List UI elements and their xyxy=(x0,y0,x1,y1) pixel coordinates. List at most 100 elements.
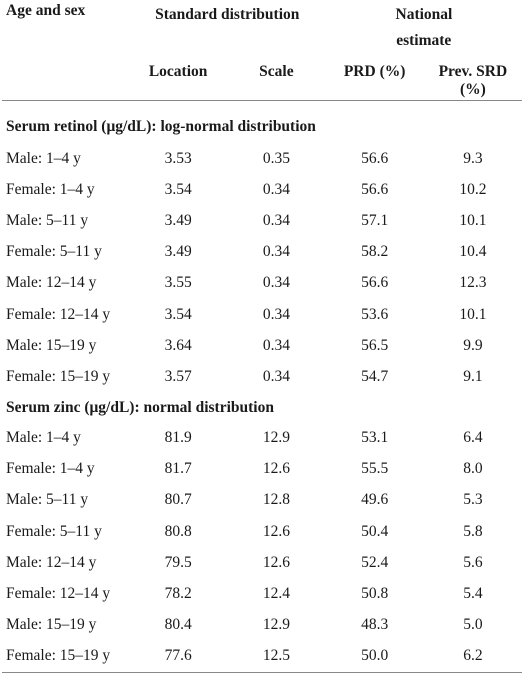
table-header: Age and sex Standard distribution Nation… xyxy=(2,0,522,101)
table-row: Female: 12–14 y 78.2 12.4 50.8 5.4 xyxy=(2,578,522,609)
cell-prd: 54.7 xyxy=(361,367,389,385)
cell-age-sex: Female: 5–11 y xyxy=(6,522,102,540)
cell-prev-srd: 8.0 xyxy=(463,460,483,478)
cell-prd: 49.6 xyxy=(361,491,389,509)
cell-age-sex: Male: 12–14 y xyxy=(6,553,97,571)
cell-location: 3.54 xyxy=(164,180,192,198)
cell-age-sex: Female: 15–19 y xyxy=(6,367,111,385)
cell-scale: 12.9 xyxy=(262,429,290,447)
cell-age-sex: Male: 15–19 y xyxy=(6,616,97,634)
cell-prd: 55.5 xyxy=(361,460,389,478)
cell-age-sex: Male: 5–11 y xyxy=(6,491,89,509)
col-prd: PRD (%) xyxy=(343,63,406,80)
table-row: Male: 12–14 y 3.55 0.34 56.6 12.3 xyxy=(2,268,522,299)
cell-scale: 0.34 xyxy=(262,367,290,385)
cell-scale: 12.6 xyxy=(262,522,290,540)
cell-location: 3.53 xyxy=(164,149,192,167)
cell-prd: 50.0 xyxy=(325,640,424,673)
cell-prev-srd: 9.3 xyxy=(463,149,483,167)
cell-scale: 0.34 xyxy=(262,243,290,261)
cell-prd: 52.4 xyxy=(361,553,389,571)
cell-prev-srd: 5.6 xyxy=(463,553,483,571)
section-title: Serum zinc (μg/dL): normal distribution xyxy=(6,398,274,416)
cell-prd: 56.6 xyxy=(361,274,389,292)
table-row: Male: 1–4 y 81.9 12.9 53.1 6.4 xyxy=(2,423,522,454)
cell-scale: 12.8 xyxy=(262,491,290,509)
cell-age-sex: Male: 15–19 y xyxy=(6,336,97,354)
cell-scale: 0.34 xyxy=(262,305,290,323)
col-prev-srd: Prev. SRD (%) xyxy=(438,63,508,98)
cell-prev-srd: 12.3 xyxy=(459,274,487,292)
cell-prd: 50.8 xyxy=(361,585,389,603)
cell-prd: 48.3 xyxy=(361,616,389,634)
col-scale: Scale xyxy=(259,63,294,80)
cell-location: 81.9 xyxy=(164,429,192,447)
header-row-1: Age and sex Standard distribution Nation… xyxy=(2,0,522,57)
table-row: Female: 15–19 y 77.6 12.5 50.0 6.2 xyxy=(2,640,522,673)
cell-location: 80.4 xyxy=(164,616,192,634)
cell-scale: 0.35 xyxy=(262,149,290,167)
group-standard-distribution: Standard distribution xyxy=(155,6,300,23)
cell-prd: 56.5 xyxy=(361,336,389,354)
cell-location: 3.55 xyxy=(164,274,192,292)
cell-age-sex: Female: 12–14 y xyxy=(6,585,111,603)
cell-prd: 56.6 xyxy=(361,149,389,167)
cell-age-sex: Male: 1–4 y xyxy=(6,429,81,447)
cell-age-sex: Female: 5–11 y xyxy=(6,243,102,261)
table-row: Female: 1–4 y 81.7 12.6 55.5 8.0 xyxy=(2,454,522,485)
cell-scale: 12.6 xyxy=(262,460,290,478)
cell-scale: 12.9 xyxy=(262,616,290,634)
cell-location: 79.5 xyxy=(164,553,192,571)
table-row: Male: 12–14 y 79.5 12.6 52.4 5.6 xyxy=(2,547,522,578)
table-row: Female: 5–11 y 3.49 0.34 58.2 10.4 xyxy=(2,237,522,268)
cell-prd: 50.4 xyxy=(361,522,389,540)
cell-prev-srd: 10.1 xyxy=(459,305,487,323)
table-row: Male: 15–19 y 80.4 12.9 48.3 5.0 xyxy=(2,610,522,641)
cell-location: 80.7 xyxy=(164,491,192,509)
cell-prev-srd: 6.2 xyxy=(423,640,522,673)
cell-prev-srd: 9.1 xyxy=(463,367,483,385)
cell-location: 81.7 xyxy=(164,460,192,478)
section-header-row: Serum zinc (μg/dL): normal distribution xyxy=(2,393,522,423)
cell-prd: 56.6 xyxy=(361,180,389,198)
cell-prev-srd: 5.8 xyxy=(463,522,483,540)
cell-scale: 0.34 xyxy=(262,336,290,354)
table-row: Male: 1–4 y 3.53 0.35 56.6 9.3 xyxy=(2,143,522,174)
section-header-row: Serum retinol (μg/dL): log-normal distri… xyxy=(2,101,522,144)
cell-age-sex: Female: 12–14 y xyxy=(6,305,111,323)
table-row: Female: 12–14 y 3.54 0.34 53.6 10.1 xyxy=(2,299,522,330)
cell-age-sex: Male: 5–11 y xyxy=(6,211,89,229)
cell-scale: 12.4 xyxy=(262,585,290,603)
cell-location: 3.54 xyxy=(164,305,192,323)
cell-age-sex: Female: 1–4 y xyxy=(6,180,95,198)
cell-scale: 0.34 xyxy=(262,211,290,229)
table-row: Female: 15–19 y 3.57 0.34 54.7 9.1 xyxy=(2,361,522,392)
cell-prev-srd: 5.4 xyxy=(463,585,483,603)
table-row: Female: 1–4 y 3.54 0.34 56.6 10.2 xyxy=(2,174,522,205)
cell-scale: 12.5 xyxy=(227,640,326,673)
cell-age-sex: Male: 12–14 y xyxy=(6,274,97,292)
cell-prd: 53.1 xyxy=(361,429,389,447)
section-title: Serum retinol (μg/dL): log-normal distri… xyxy=(6,118,316,135)
cell-prev-srd: 10.1 xyxy=(459,211,487,229)
cell-prev-srd: 10.4 xyxy=(459,243,487,261)
col-age-sex-blank xyxy=(2,57,129,101)
col-age-sex: Age and sex xyxy=(6,2,86,19)
cell-prd: 58.2 xyxy=(361,243,389,261)
table-row: Male: 5–11 y 3.49 0.34 57.1 10.1 xyxy=(2,205,522,236)
header-row-2: Location Scale PRD (%) Prev. SRD (%) xyxy=(2,57,522,101)
cell-age-sex: Female: 1–4 y xyxy=(6,460,95,478)
cell-prev-srd: 6.4 xyxy=(463,429,483,447)
cell-location: 77.6 xyxy=(129,640,228,673)
cell-location: 3.64 xyxy=(164,336,192,354)
cell-location: 3.49 xyxy=(164,211,192,229)
cell-prev-srd: 5.0 xyxy=(463,616,483,634)
cell-scale: 0.34 xyxy=(262,274,290,292)
cell-prev-srd: 9.9 xyxy=(463,336,483,354)
table-row: Male: 5–11 y 80.7 12.8 49.6 5.3 xyxy=(2,485,522,516)
table-body: Serum retinol (μg/dL): log-normal distri… xyxy=(2,101,522,673)
cell-location: 78.2 xyxy=(164,585,192,603)
cell-location: 3.49 xyxy=(164,243,192,261)
